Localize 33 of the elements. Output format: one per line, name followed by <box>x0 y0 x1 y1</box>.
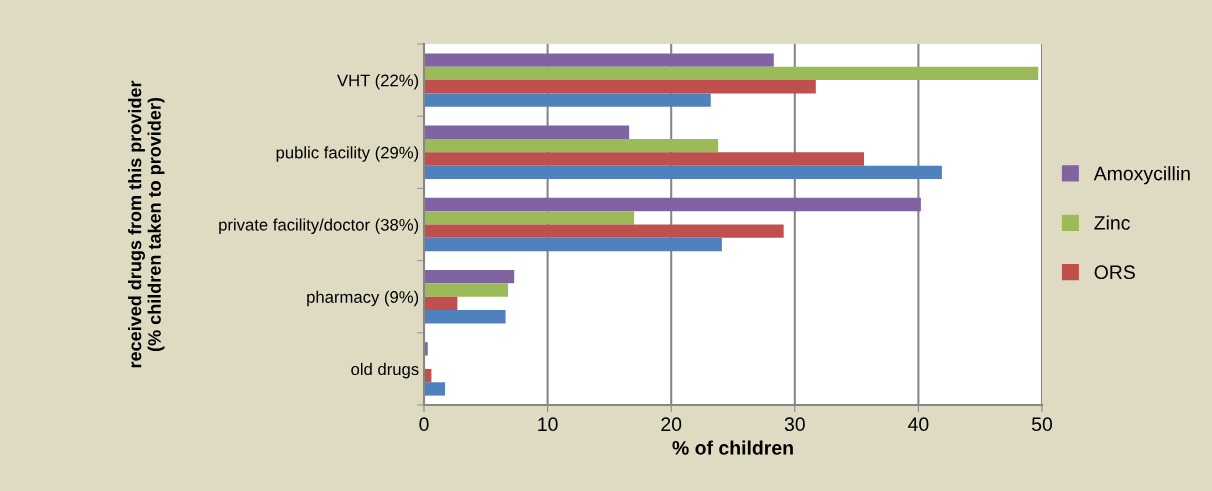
bar <box>424 237 722 252</box>
y-tick-label: VHT (22%) <box>337 74 419 90</box>
y-tick-label: pharmacy (9%) <box>307 290 419 307</box>
bar <box>424 211 635 225</box>
bar <box>424 125 630 139</box>
y-tick-label: private facility/doctor (38%) <box>219 218 419 234</box>
x-tick-label: 10 <box>538 417 558 432</box>
y-tick-label: public facility (29%) <box>276 146 419 162</box>
x-tick-label: 30 <box>784 417 805 432</box>
bar <box>424 80 816 94</box>
x-tick-label: 20 <box>661 417 682 432</box>
bar <box>424 224 784 238</box>
bar <box>424 138 719 153</box>
legend-label: Amoxycillin <box>1093 166 1190 185</box>
bar <box>424 296 458 311</box>
x-tick-label: 40 <box>908 417 929 432</box>
bar <box>424 53 774 67</box>
bar <box>424 310 506 324</box>
bar <box>424 152 865 166</box>
bar <box>424 165 942 180</box>
bar <box>424 283 509 297</box>
bar <box>424 269 515 284</box>
x-tick-label: 50 <box>1031 417 1053 432</box>
legend-label: ORS <box>1094 265 1135 280</box>
y-axis-title: received drugs from this provider (% children taken to provider) <box>128 80 165 368</box>
bar <box>424 66 1039 81</box>
bar <box>424 197 921 212</box>
y-tick-label: old drugs <box>351 362 419 379</box>
x-tick-label: 0 <box>419 417 429 432</box>
bar <box>424 93 711 107</box>
bar <box>424 382 446 396</box>
legend-label: Zinc <box>1094 215 1130 230</box>
x-axis-title: % of children <box>672 440 793 455</box>
